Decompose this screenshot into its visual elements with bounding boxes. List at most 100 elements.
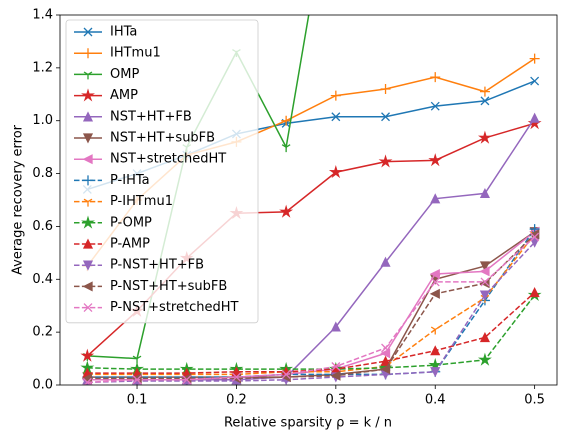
series-line (87, 233, 536, 376)
marker (80, 348, 95, 362)
marker (81, 88, 95, 102)
marker (82, 111, 94, 122)
marker (530, 232, 540, 242)
marker (430, 193, 441, 204)
marker (81, 215, 95, 229)
marker (378, 154, 393, 168)
marker (479, 331, 490, 343)
marker (430, 345, 441, 356)
series-line (87, 241, 536, 384)
marker (529, 112, 540, 123)
marker (82, 238, 94, 249)
marker (479, 261, 490, 272)
x-tick-label: 0.1 (127, 393, 148, 408)
marker (330, 370, 341, 381)
marker (82, 260, 94, 271)
marker (428, 357, 443, 372)
marker (479, 266, 490, 277)
marker (82, 154, 93, 165)
marker (480, 96, 490, 106)
legend-label: P-NST+stretchedHT (110, 300, 238, 315)
marker (430, 72, 441, 83)
marker (83, 175, 93, 186)
legend-label: P-IHTa (110, 173, 150, 188)
series-line (87, 228, 536, 378)
marker (82, 133, 94, 144)
legend-label: P-IHTmu1 (110, 194, 173, 209)
x-axis-label: Relative sparsity ρ = k / n (224, 416, 392, 431)
marker (281, 369, 291, 379)
y-tick-label: 0.8 (32, 166, 53, 181)
marker (83, 198, 93, 207)
marker (380, 355, 391, 366)
marker (529, 237, 540, 248)
marker (380, 348, 391, 359)
marker (182, 375, 192, 385)
marker (83, 48, 93, 59)
marker (430, 101, 440, 111)
marker (281, 115, 292, 126)
legend-label: P-AMP (110, 237, 150, 252)
legend-label: NST+stretchedHT (110, 152, 226, 167)
marker (428, 153, 443, 167)
marker (82, 281, 93, 292)
y-tick-label: 0.2 (32, 325, 53, 340)
legend-label: P-NST+HT+subFB (110, 279, 227, 294)
x-tick-label: 0.4 (425, 393, 446, 408)
legend-label: NST+HT+subFB (110, 131, 215, 146)
series-line (87, 233, 536, 380)
y-tick-label: 1.0 (32, 113, 53, 128)
marker (429, 288, 440, 299)
marker (231, 372, 241, 382)
marker (330, 90, 341, 101)
marker (430, 326, 440, 335)
marker (82, 377, 92, 385)
legend-label: OMP (110, 67, 139, 82)
marker (478, 352, 492, 366)
legend-label: AMP (110, 88, 138, 103)
y-axis-label: Average recovery error (11, 124, 26, 275)
marker (328, 164, 343, 179)
marker (83, 71, 93, 80)
x-tick-label: 0.2 (226, 393, 247, 408)
marker (279, 204, 294, 218)
legend-label: IHTmu1 (110, 46, 161, 61)
marker (331, 362, 341, 371)
marker (330, 321, 341, 332)
marker (480, 277, 490, 287)
plot-area (80, 15, 542, 385)
series-line (87, 236, 536, 384)
marker (380, 256, 391, 267)
legend-label: P-NST+HT+FB (110, 258, 204, 273)
marker (529, 287, 540, 298)
marker (430, 277, 440, 287)
y-tick-label: 0.0 (32, 378, 53, 393)
marker (381, 343, 390, 353)
marker (529, 53, 540, 64)
marker (331, 112, 341, 122)
marker (380, 84, 391, 94)
marker (381, 112, 390, 122)
marker (479, 290, 490, 301)
marker (83, 27, 93, 37)
y-tick-label: 1.2 (32, 60, 53, 75)
marker (380, 364, 391, 375)
x-tick-label: 0.3 (325, 393, 346, 408)
marker (479, 187, 490, 199)
series-line (87, 294, 536, 370)
axes-frame (59, 14, 558, 386)
legend-label: P-OMP (110, 215, 152, 230)
marker (479, 86, 490, 97)
legend: IHTa IHTmu1 OMP AMP NST+HT+FB NST+HT+subFB NST… (65, 19, 259, 324)
marker (430, 367, 441, 378)
legend-box (65, 19, 259, 324)
legend-label: IHTa (110, 25, 137, 40)
marker (83, 303, 93, 313)
marker (530, 76, 540, 86)
marker (478, 130, 492, 144)
legend-label: NST+HT+FB (110, 109, 192, 124)
marker (132, 375, 142, 385)
marker (281, 144, 291, 153)
y-tick-label: 1.4 (32, 8, 53, 23)
